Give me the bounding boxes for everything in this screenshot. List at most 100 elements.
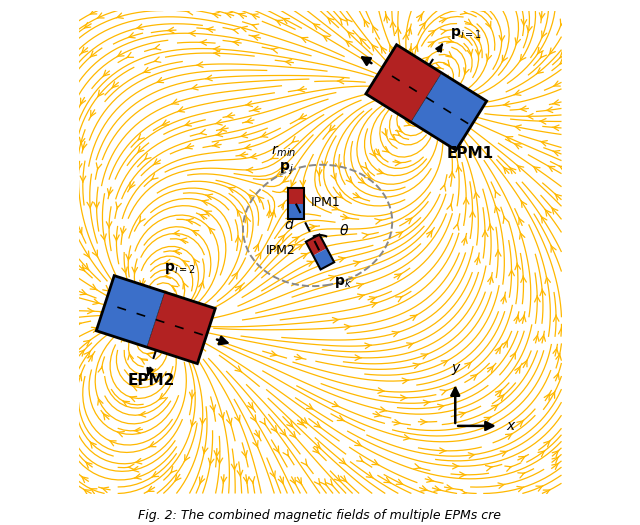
FancyArrowPatch shape [248,194,255,201]
FancyArrowPatch shape [515,263,520,270]
FancyArrowPatch shape [301,418,308,424]
FancyArrowPatch shape [559,166,566,171]
FancyArrowPatch shape [271,426,277,433]
FancyArrowPatch shape [374,412,381,417]
FancyArrowPatch shape [440,184,445,191]
FancyArrowPatch shape [184,121,191,126]
FancyArrowPatch shape [503,101,510,107]
FancyArrowPatch shape [452,464,459,469]
FancyArrowPatch shape [132,385,139,391]
FancyArrowPatch shape [147,486,154,492]
FancyArrowPatch shape [103,70,109,77]
FancyArrowPatch shape [151,343,157,349]
FancyArrowPatch shape [554,373,559,380]
FancyArrowPatch shape [390,45,395,51]
FancyArrowPatch shape [358,294,365,299]
FancyArrowPatch shape [549,48,556,55]
FancyArrowPatch shape [132,267,138,274]
FancyArrowPatch shape [413,464,420,469]
FancyArrowPatch shape [434,486,441,491]
Text: IPM1: IPM1 [310,196,340,209]
FancyArrowPatch shape [186,218,193,224]
FancyArrowPatch shape [80,176,86,183]
FancyArrowPatch shape [332,402,339,407]
FancyArrowPatch shape [100,313,107,318]
FancyArrowPatch shape [136,24,143,29]
FancyArrowPatch shape [313,24,320,29]
FancyArrowPatch shape [127,52,134,58]
FancyArrowPatch shape [280,429,286,436]
FancyArrowPatch shape [540,119,546,124]
FancyArrowPatch shape [205,75,212,81]
FancyArrowPatch shape [440,390,447,395]
Text: $\theta$: $\theta$ [339,223,349,237]
FancyArrowPatch shape [475,256,480,263]
FancyArrowPatch shape [90,9,97,15]
FancyArrowPatch shape [120,228,126,235]
FancyArrowPatch shape [88,308,94,314]
FancyArrowPatch shape [495,191,500,198]
FancyArrowPatch shape [253,440,258,448]
FancyArrowPatch shape [183,282,188,289]
FancyArrowPatch shape [134,427,140,433]
FancyArrowPatch shape [189,392,195,399]
FancyArrowPatch shape [83,264,89,270]
FancyArrowPatch shape [214,450,220,457]
FancyArrowPatch shape [173,230,180,236]
FancyArrowPatch shape [552,207,558,214]
FancyArrowPatch shape [213,46,220,52]
FancyArrowPatch shape [135,458,142,464]
FancyArrowPatch shape [406,217,412,224]
FancyArrowPatch shape [323,35,330,41]
FancyArrowPatch shape [362,233,369,238]
FancyArrowPatch shape [129,182,135,189]
FancyArrowPatch shape [358,178,365,184]
FancyArrowPatch shape [365,173,372,178]
FancyArrowPatch shape [556,353,561,360]
FancyArrowPatch shape [253,244,259,251]
FancyArrowPatch shape [248,403,253,410]
FancyArrowPatch shape [559,51,566,58]
Text: EPM1: EPM1 [446,146,493,161]
FancyArrowPatch shape [283,450,289,457]
FancyArrowPatch shape [326,479,333,486]
FancyArrowPatch shape [290,478,296,485]
FancyArrowPatch shape [552,457,559,463]
FancyArrowPatch shape [428,76,434,80]
FancyArrowPatch shape [213,50,220,56]
FancyArrowPatch shape [200,477,205,484]
FancyArrowPatch shape [134,474,141,479]
FancyArrowPatch shape [470,374,477,380]
FancyArrowPatch shape [380,407,387,412]
FancyArrowPatch shape [209,227,215,234]
FancyArrowPatch shape [495,250,501,256]
FancyArrowPatch shape [79,137,85,144]
FancyArrowPatch shape [495,346,501,353]
FancyArrowPatch shape [340,476,347,482]
FancyArrowPatch shape [366,472,373,478]
FancyArrowPatch shape [454,223,459,230]
FancyArrowPatch shape [486,22,491,28]
FancyArrowPatch shape [164,273,171,279]
FancyArrowPatch shape [381,46,387,53]
FancyArrowPatch shape [120,334,126,342]
FancyArrowPatch shape [510,352,516,359]
FancyArrowPatch shape [145,153,151,160]
FancyArrowPatch shape [396,296,403,302]
FancyArrowPatch shape [382,146,389,153]
FancyArrowPatch shape [84,340,90,346]
FancyArrowPatch shape [250,153,257,159]
FancyArrowPatch shape [440,448,446,454]
FancyArrowPatch shape [479,6,485,12]
Polygon shape [411,73,442,122]
FancyArrowPatch shape [298,419,304,426]
FancyArrowPatch shape [353,261,360,266]
FancyArrowPatch shape [237,470,243,477]
FancyArrowPatch shape [336,192,343,198]
FancyArrowPatch shape [337,415,344,421]
FancyArrowPatch shape [463,197,469,204]
FancyArrowPatch shape [282,176,289,183]
FancyArrowPatch shape [499,36,505,42]
FancyArrowPatch shape [344,324,351,330]
FancyArrowPatch shape [84,351,90,358]
